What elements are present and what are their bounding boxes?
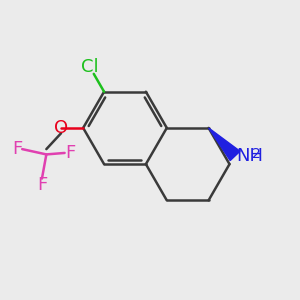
Text: O: O [54,119,68,137]
Text: NH: NH [237,148,264,166]
Text: F: F [12,140,22,158]
Text: 2: 2 [253,146,261,161]
Text: F: F [37,176,47,194]
Text: F: F [65,144,75,162]
Polygon shape [208,128,240,160]
Text: Cl: Cl [81,58,99,76]
